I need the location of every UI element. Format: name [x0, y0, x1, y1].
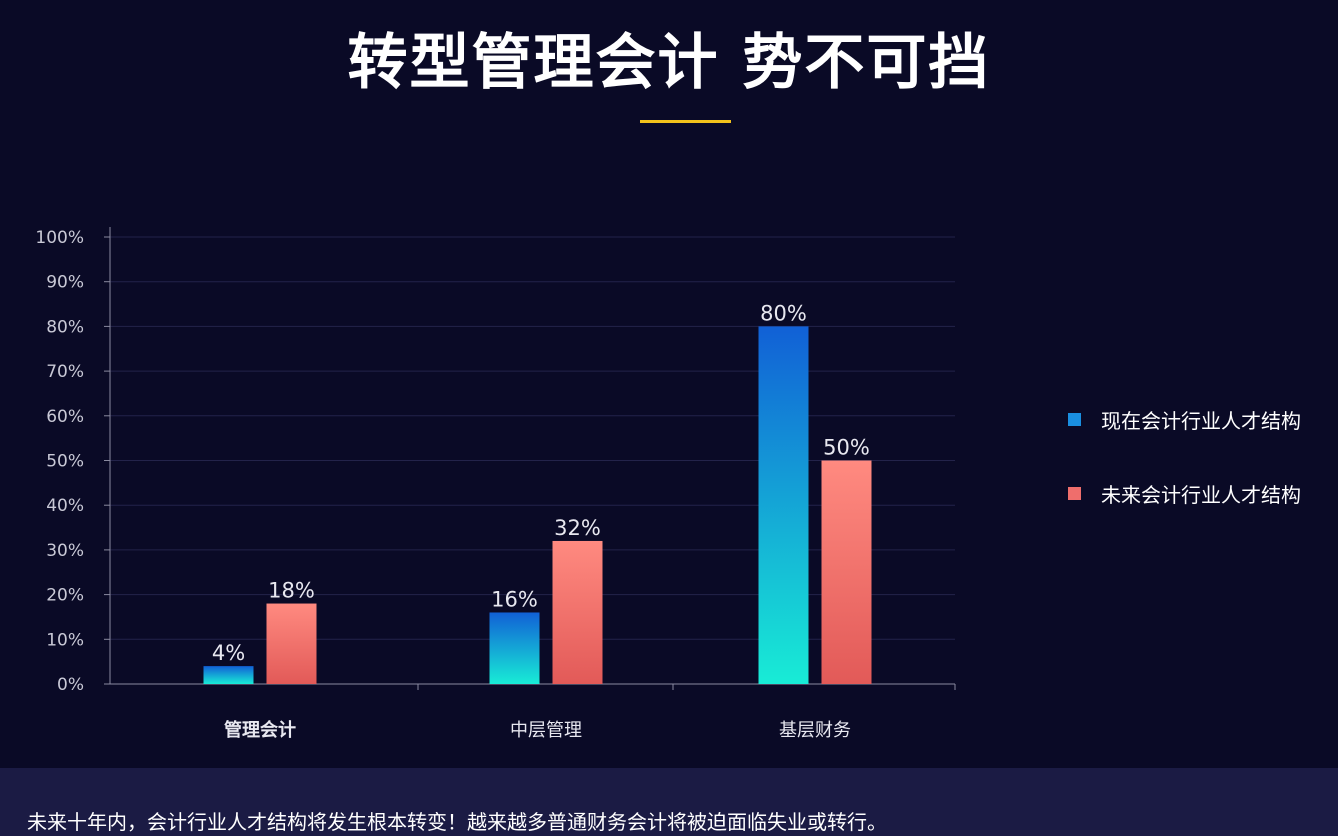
bar-value-label: 18% — [268, 579, 315, 603]
bar-future — [821, 460, 872, 684]
legend-label-future: 未来会计行业人才结构 — [1101, 482, 1301, 507]
x-category-label: 中层管理 — [510, 720, 582, 741]
legend-swatch-current — [1068, 412, 1081, 426]
legend: 现在会计行业人才结构 未来会计行业人才结构 — [1068, 404, 1301, 552]
title-underline — [640, 120, 731, 123]
footer-banner: 未来十年内，会计行业人才结构将发生根本转变！越来越多普通财务会计将被迫面临失业或… — [0, 768, 1338, 836]
footer-text: 未来十年内，会计行业人才结构将发生根本转变！越来越多普通财务会计将被迫面临失业或… — [27, 810, 887, 834]
y-tick-label: 30% — [46, 541, 84, 561]
y-tick-label: 100% — [35, 228, 84, 248]
labels: 0% 10% 20% 30% 40% 50% 60% 70% 80% 90% 100% 4% 18% 管理… — [35, 228, 869, 741]
bar-value-label: 4% — [212, 641, 245, 665]
bar-value-label: 80% — [760, 301, 807, 325]
grid-lines — [110, 236, 955, 640]
y-tick-label: 70% — [46, 362, 84, 382]
bar-future — [266, 603, 317, 684]
y-tick-label: 10% — [46, 630, 84, 650]
x-category-label: 管理会计 — [224, 719, 296, 741]
y-tick-label: 0% — [57, 675, 84, 695]
y-tick-label: 20% — [46, 586, 84, 606]
y-tick-label: 40% — [46, 496, 84, 516]
bar-value-label: 50% — [823, 436, 870, 460]
bar-future — [552, 540, 603, 684]
legend-item-future: 未来会计行业人才结构 — [1068, 478, 1301, 508]
legend-swatch-future — [1068, 486, 1081, 500]
bar-value-label: 16% — [491, 587, 538, 611]
bar-value-label: 32% — [554, 516, 601, 540]
legend-item-current: 现在会计行业人才结构 — [1068, 404, 1301, 434]
bar-current — [203, 666, 254, 684]
bars — [203, 326, 872, 684]
y-tick-label: 80% — [46, 317, 84, 337]
legend-label-current: 现在会计行业人才结构 — [1101, 408, 1301, 433]
bar-chart: 0% 10% 20% 30% 40% 50% 60% 70% 80% 90% 100% 4% 18% 管理… — [35, 227, 956, 741]
x-category-label: 基层财务 — [779, 720, 851, 741]
page-title: 转型管理会计 势不可挡 — [347, 28, 991, 98]
y-tick-label: 60% — [46, 407, 84, 427]
y-tick-label: 50% — [46, 452, 84, 472]
bar-current — [489, 612, 540, 684]
y-tick-label: 90% — [46, 273, 84, 293]
bar-current — [758, 326, 809, 684]
